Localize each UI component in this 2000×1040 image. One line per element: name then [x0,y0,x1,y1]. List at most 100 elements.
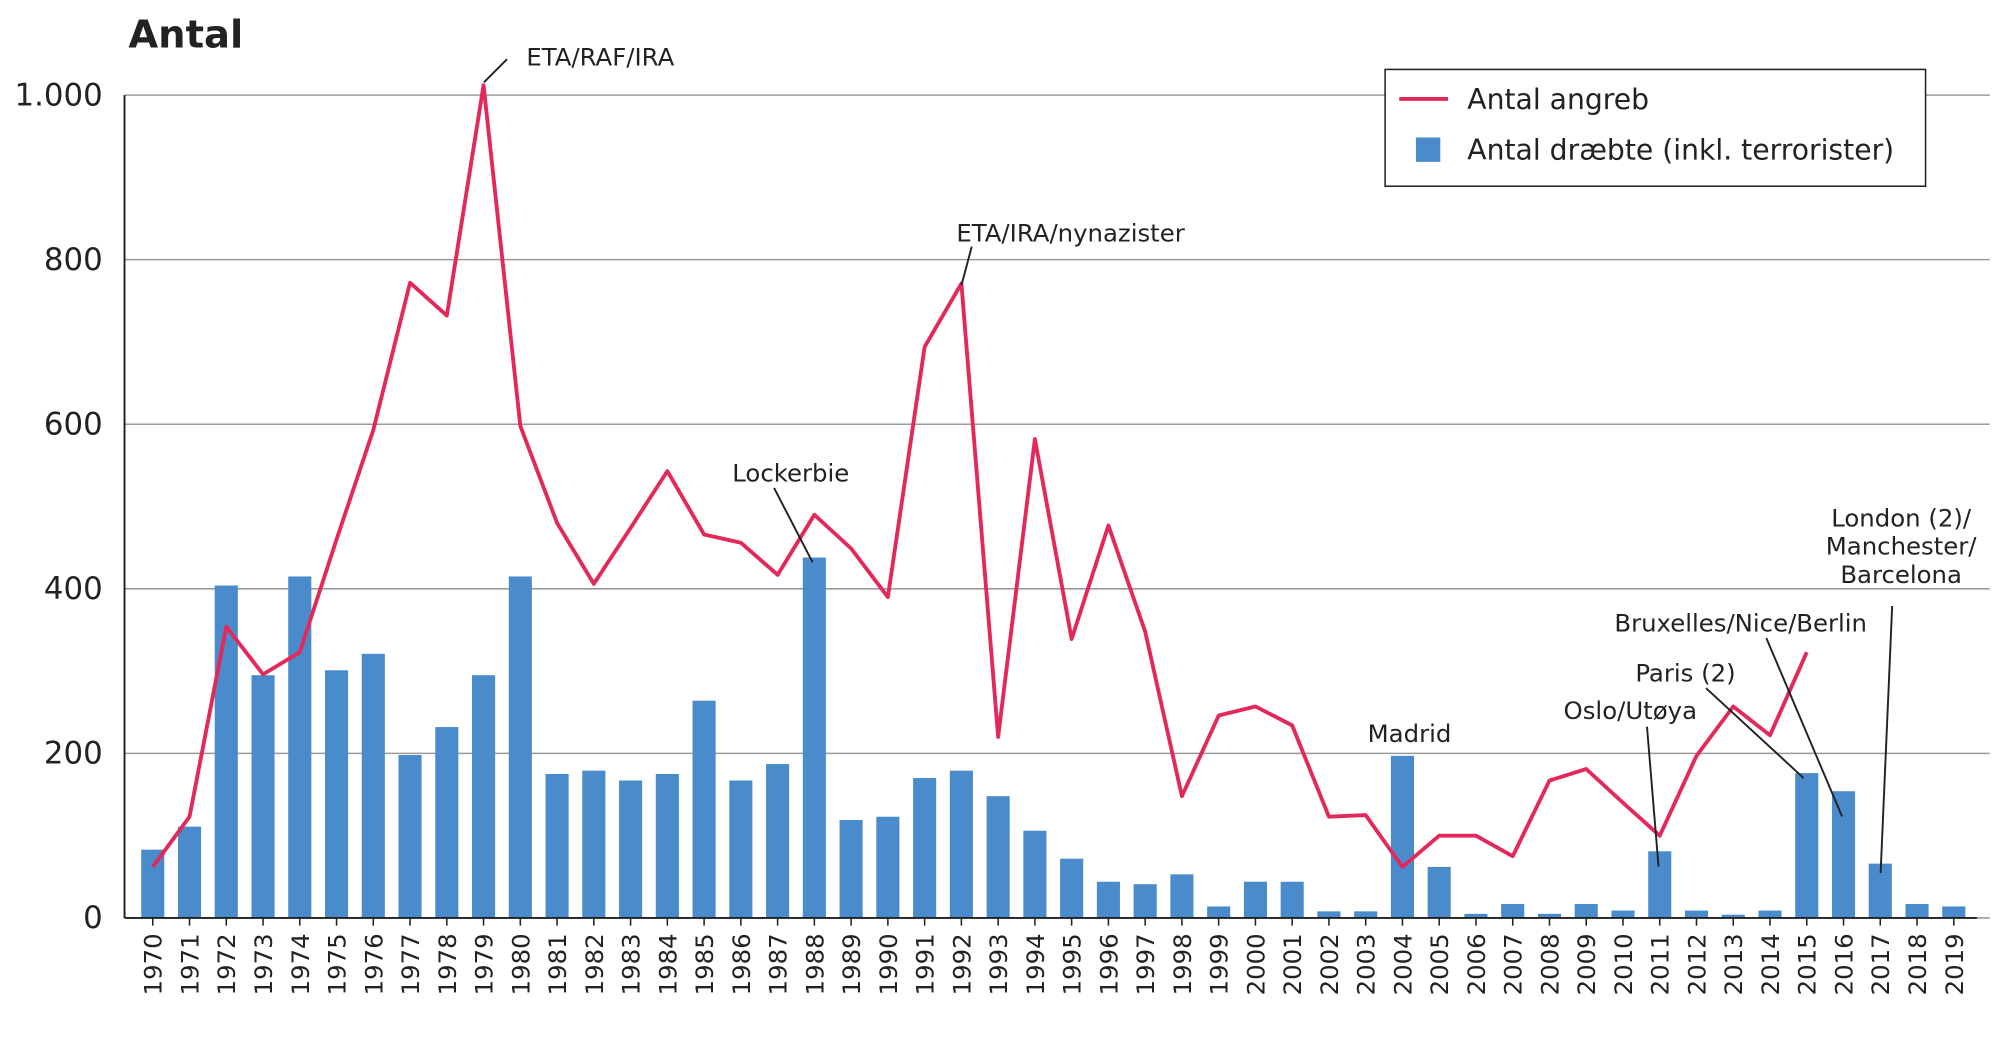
legend-box [1384,68,1927,188]
x-tick-label: 2008 [1535,933,1564,995]
bar [214,585,238,918]
bar [1537,913,1562,918]
bar [582,770,606,918]
annotation: London (2)/ [1831,503,1972,532]
line [151,83,1809,869]
x-tick-label: 2006 [1462,933,1491,995]
bar [986,796,1010,918]
y-tick-label: 600 [44,407,103,443]
x-tick-label: 1976 [359,933,388,995]
x-tick-label: 1990 [874,933,903,995]
bar [1758,910,1782,918]
bar [141,849,165,918]
bar [876,816,900,918]
x-tick-label: 2003 [1352,933,1381,995]
bar [1427,866,1451,918]
legend-swatch [1415,137,1441,162]
x-tick-label: 1986 [727,933,756,995]
bar [508,576,532,918]
x-tick-label: 2018 [1903,933,1932,995]
bar [288,576,312,918]
bar [1060,858,1084,918]
chart-title: Antal [128,13,243,58]
bar [1133,884,1157,918]
x-tick-label: 1993 [984,933,1013,995]
x-tick-label: 2004 [1388,933,1417,995]
bar [1648,851,1672,918]
bar [619,780,643,918]
x-tick-label: 2012 [1682,933,1711,995]
bar [1611,910,1635,918]
legend-label: Antal dræbte (inkl. terrorister) [1467,133,1894,166]
bar [1390,755,1415,918]
bar [1317,911,1341,918]
annotation-leader [1646,726,1660,867]
annotation: Manchester/ [1826,532,1978,561]
annotation: ETA/IRA/nynazister [956,218,1185,247]
bar [1354,911,1378,918]
bar [1243,881,1267,918]
x-tick-label: 2014 [1756,933,1785,995]
x-tick-label: 1994 [1021,933,1050,995]
bar [766,764,790,918]
annotation-leader [1879,605,1894,874]
bar [1684,910,1709,918]
x-tick-label: 1979 [470,933,499,995]
x-tick-label: 1971 [176,933,205,995]
x-tick-label: 1970 [139,933,168,995]
bar [1280,881,1304,918]
x-tick-label: 2019 [1940,933,1969,995]
bar [1831,791,1856,918]
annotation-leader [483,58,508,83]
x-tick-label: 1999 [1205,933,1234,995]
bar [1905,903,1929,918]
bar [1795,773,1819,918]
x-tick-label: 1988 [800,933,829,995]
annotation-leader [773,487,814,563]
bar [177,826,202,918]
x-tick-label: 1983 [617,933,646,995]
y-tick-label: 400 [44,571,103,607]
x-tick-label: 2005 [1425,933,1454,995]
x-tick-label: 1992 [947,933,976,995]
bar [839,820,863,918]
x-tick-label: 2009 [1572,933,1601,995]
bar [913,778,937,918]
x-tick-label: 1974 [286,933,315,995]
bar [1501,903,1525,918]
y-tick-label: 800 [44,242,103,278]
annotation-leader [1765,637,1843,817]
x-tick-label: 1977 [396,933,425,995]
x-tick-label: 2001 [1278,933,1307,995]
bar [1096,881,1120,918]
annotation-leader [960,246,973,286]
x-tick-label: 1989 [837,933,866,995]
x-tick-label: 1984 [653,933,682,995]
x-tick-label: 1978 [433,933,462,995]
bar [361,653,385,918]
bar [1868,863,1892,918]
x-tick-label: 1985 [690,933,719,995]
bar [692,700,716,918]
bar [655,773,679,918]
annotation-leader [1705,687,1805,779]
annotation: Oslo/Utøya [1564,696,1697,725]
bar [802,557,826,918]
x-tick-label: 1981 [543,933,572,995]
x-tick-label: 2013 [1719,933,1748,995]
annotation: Barcelona [1840,560,1962,589]
bar [251,675,275,918]
y-tick-label: 200 [44,736,103,772]
bar [1023,830,1047,918]
x-tick-label: 1991 [911,933,940,995]
x-tick-label: 2000 [1241,933,1270,995]
x-tick-label: 1980 [506,933,535,995]
y-tick-label: 1.000 [15,77,103,113]
x-tick-label: 1987 [764,933,793,995]
x-tick-label: 1975 [323,933,352,995]
bar [398,755,422,918]
x-tick-label: 1996 [1094,933,1123,995]
x-tick-label: 1972 [212,933,241,995]
annotation: Paris (2) [1635,659,1735,688]
